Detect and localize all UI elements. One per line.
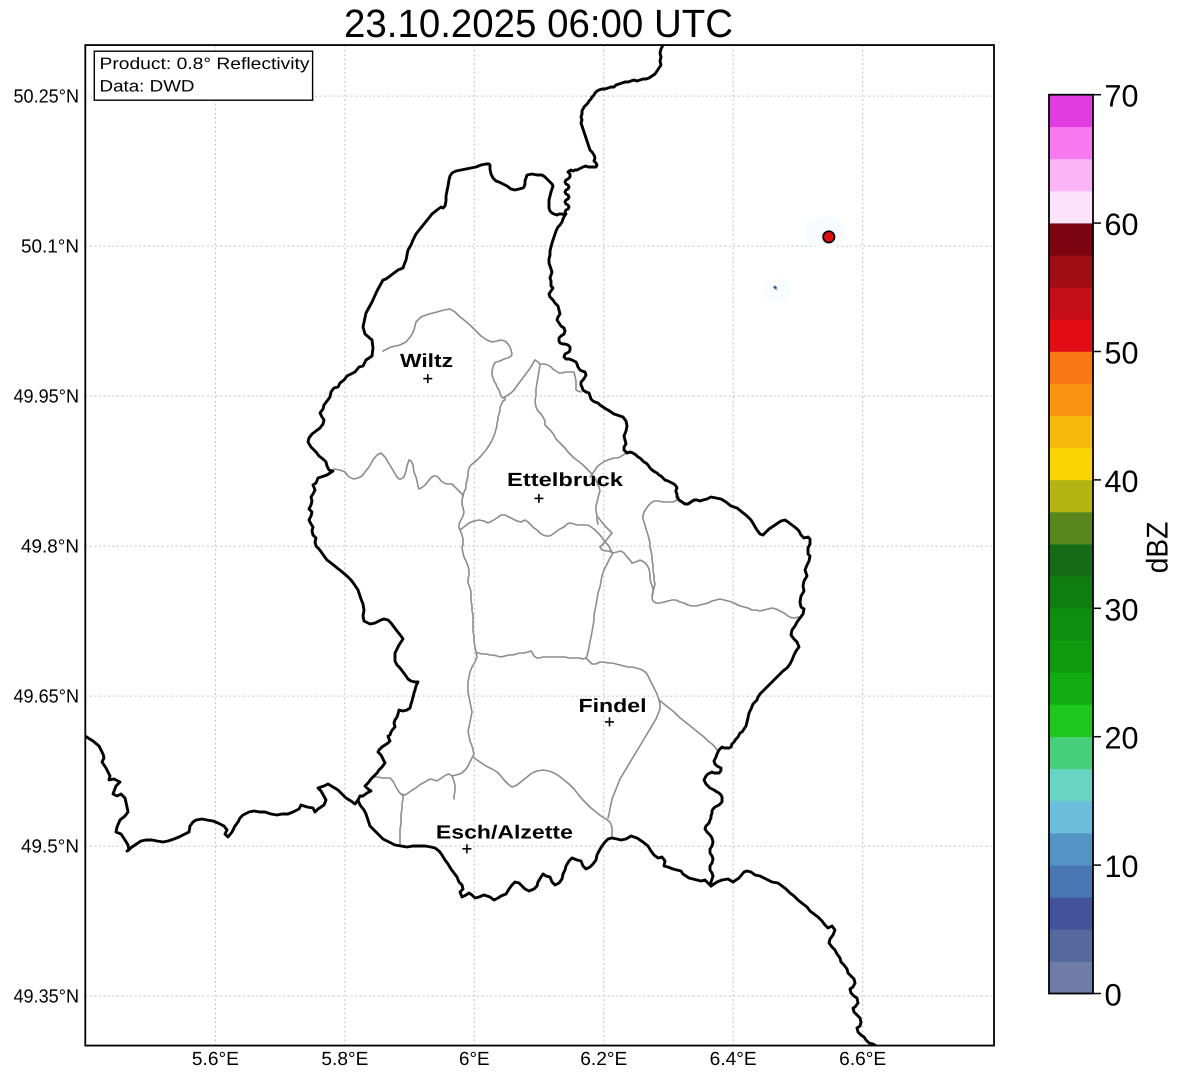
svg-text:50.25°N: 50.25°N — [14, 87, 80, 108]
svg-text:49.95°N: 49.95°N — [14, 387, 80, 408]
svg-text:0: 0 — [1105, 978, 1122, 1013]
svg-text:23.10.2025 06:00 UTC: 23.10.2025 06:00 UTC — [344, 2, 733, 46]
svg-text:49.65°N: 49.65°N — [14, 687, 80, 708]
svg-text:6°E: 6°E — [459, 1049, 490, 1070]
svg-text:50.1°N: 50.1°N — [21, 237, 79, 258]
svg-text:40: 40 — [1105, 464, 1139, 499]
svg-text:6.4°E: 6.4°E — [710, 1049, 757, 1070]
svg-text:6.2°E: 6.2°E — [580, 1049, 627, 1070]
svg-text:Findel: Findel — [579, 696, 647, 717]
svg-text:49.8°N: 49.8°N — [21, 537, 79, 558]
svg-text:20: 20 — [1105, 721, 1139, 756]
svg-text:50: 50 — [1105, 336, 1139, 371]
svg-text:Product: 0.8° Reflectivity: Product: 0.8° Reflectivity — [100, 55, 311, 73]
svg-text:dBZ: dBZ — [1142, 522, 1175, 574]
svg-text:Ettelbruck: Ettelbruck — [507, 470, 624, 491]
svg-text:49.5°N: 49.5°N — [21, 837, 79, 858]
svg-text:Esch/Alzette: Esch/Alzette — [436, 823, 573, 844]
svg-text:6.6°E: 6.6°E — [839, 1049, 886, 1070]
svg-text:Data: DWD: Data: DWD — [100, 78, 195, 96]
svg-text:60: 60 — [1105, 207, 1139, 242]
svg-text:5.8°E: 5.8°E — [321, 1049, 368, 1070]
svg-text:49.35°N: 49.35°N — [14, 987, 80, 1008]
svg-text:5.6°E: 5.6°E — [192, 1049, 239, 1070]
svg-text:10: 10 — [1105, 849, 1139, 884]
svg-text:30: 30 — [1105, 592, 1139, 627]
svg-text:70: 70 — [1105, 79, 1139, 114]
svg-text:Wiltz: Wiltz — [400, 351, 453, 372]
